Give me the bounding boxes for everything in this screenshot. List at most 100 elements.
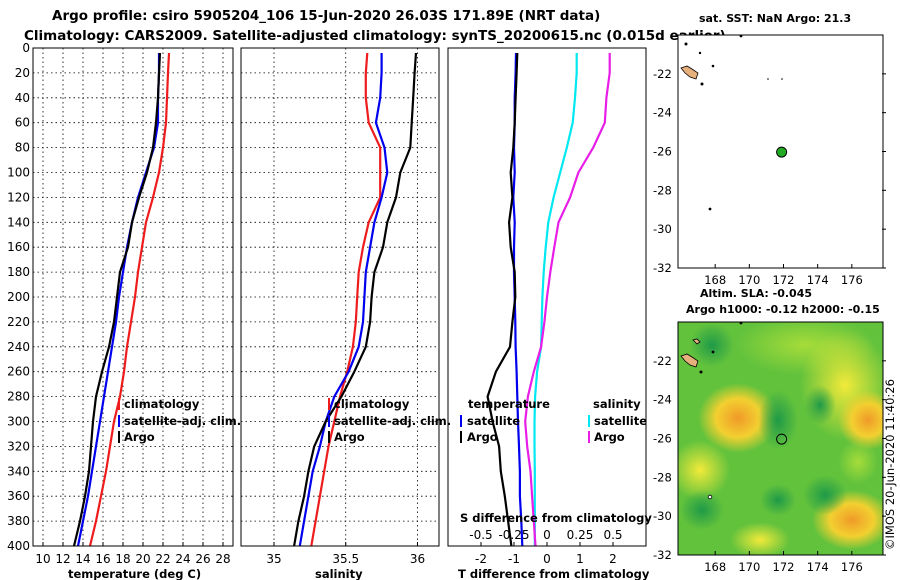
series-line-salinity-argo [524, 53, 611, 547]
longitude-tick-label: 168 [704, 560, 726, 574]
latitude-tick-label: -30 [653, 509, 672, 523]
salinity-grid [241, 47, 439, 547]
temperature-plot-frame [32, 47, 234, 547]
imos-credit-timestamp: ©IMOS 20-Jun-2020 11:40:26 [883, 379, 897, 550]
longitude-tick-label: 168 [704, 273, 726, 287]
legend-label-argo: Argo [334, 430, 365, 444]
s-difference-axis-ticks: -0.5 -0.25 0 0.25 0.5 [469, 528, 622, 542]
legend-heading-salinity: salinity [593, 397, 641, 411]
x-tick-label: 0 [543, 552, 551, 566]
x-tick-label: -1 [508, 552, 520, 566]
longitude-tick-label: 176 [841, 560, 863, 574]
legend-label-satellite: satellite-adj. clim. [334, 414, 451, 428]
sla-field [678, 322, 883, 555]
s-diff-tick-label: -0.5 [469, 528, 492, 542]
depth-tick-label: 180 [7, 265, 30, 279]
sla-map: Altim. SLA: -0.045 Argo h1000: -0.12 h20… [653, 287, 886, 574]
sla-patch [760, 484, 796, 516]
latitude-tick-label: -24 [653, 393, 672, 407]
x-tick-label: 2 [609, 552, 617, 566]
series-line-climatology [88, 52, 171, 547]
series-line-climatology [310, 52, 382, 547]
salinity-plot-frame [240, 47, 440, 547]
latitude-tick-label: -26 [653, 432, 672, 446]
island-dot [739, 34, 743, 38]
x-tick-label: 10 [35, 552, 50, 566]
x-tick-label: 36 [410, 552, 425, 566]
depth-tick-label: 260 [7, 365, 30, 379]
island-dot [699, 370, 703, 374]
longitude-tick-label: 174 [807, 560, 829, 574]
depth-tick-label: 220 [7, 315, 30, 329]
longitude-tick-label: 170 [738, 560, 760, 574]
sla-map-axis-ticks: 168 170 172 174 176 -22 -24 -26 -28 -30 -32 [653, 354, 886, 574]
depth-tick-label: 200 [7, 290, 30, 304]
depth-tick-label: 240 [7, 340, 30, 354]
depth-tick-label: 0 [22, 41, 30, 55]
depth-tick-label: 60 [15, 116, 30, 130]
x-tick-label: 20 [135, 552, 150, 566]
sst-location-map: sat. SST: NaN Argo: 21.3 168 170 172 174 176… [653, 12, 886, 287]
difference-series [486, 52, 611, 547]
legend-label-t-argo: Argo [467, 430, 498, 444]
series-line-satellite-adj-clim- [298, 53, 389, 547]
difference-legend-temperature: temperature satellite Argo [460, 397, 550, 444]
salinity-profile-panel: 35 35.5 36 salinity climatology satellite-… [240, 47, 451, 580]
x-tick-label: -2 [475, 552, 487, 566]
sla-patch [758, 390, 798, 450]
island-dot [684, 42, 688, 46]
legend-label-t-satellite: satellite [467, 414, 520, 428]
series-line-temperature-argo [486, 52, 519, 547]
latitude-tick-label: -22 [653, 67, 672, 81]
legend-label-s-satellite: satellite [594, 414, 647, 428]
island-dot [781, 78, 783, 80]
depth-tick-label: 400 [7, 539, 30, 553]
longitude-tick-label: 170 [738, 273, 760, 287]
latitude-tick-label: -26 [653, 145, 672, 159]
x-tick-label: 12 [55, 552, 70, 566]
depth-tick-label: 120 [7, 190, 30, 204]
island-dot [739, 321, 743, 325]
x-tick-label: 24 [175, 552, 190, 566]
latitude-tick-label: -28 [653, 183, 672, 197]
depth-tick-label: 140 [7, 215, 30, 229]
figure-title-line1: Argo profile: csiro 5905204_106 15-Jun-2… [52, 8, 600, 24]
legend-label-climatology: climatology [334, 397, 410, 411]
longitude-tick-label: 176 [841, 273, 863, 287]
temperature-grid [33, 47, 233, 547]
depth-tick-label: 40 [15, 91, 30, 105]
x-tick-label: 18 [115, 552, 130, 566]
longitude-tick-label: 172 [773, 560, 795, 574]
latitude-tick-label: -32 [653, 261, 672, 275]
temperature-axis-ticks: 10 12 14 16 18 20 22 24 26 28 [35, 542, 231, 566]
salinity-legend: climatology satellite-adj. clim. Argo [328, 397, 451, 444]
longitude-tick-label: 174 [807, 273, 829, 287]
latitude-tick-label: -30 [653, 222, 672, 236]
latitude-tick-label: -24 [653, 106, 672, 120]
island-dot [711, 64, 715, 68]
x-tick-label: 26 [195, 552, 210, 566]
temperature-legend: climatology satellite-adj. clim. Argo [118, 397, 241, 444]
series-line-satellite-adj-clim- [76, 53, 161, 547]
x-tick-label: 35.5 [332, 552, 359, 566]
depth-tick-label: 360 [7, 489, 30, 503]
latitude-tick-label: -28 [653, 470, 672, 484]
sla-patch [698, 383, 778, 453]
sla-patch [838, 440, 878, 484]
x-tick-label: 16 [95, 552, 110, 566]
temperature-axis-label: temperature (deg C) [68, 567, 201, 580]
t-difference-axis-label: T difference from climatology [458, 567, 650, 580]
s-diff-tick-label: 0.25 [567, 528, 594, 542]
island-dot [698, 51, 702, 55]
sst-map-title: sat. SST: NaN Argo: 21.3 [699, 12, 851, 25]
salinity-axis-ticks: 35 35.5 36 [266, 542, 425, 566]
depth-tick-label: 100 [7, 166, 30, 180]
sla-map-title-line2: Argo h1000: -0.12 h2000: -0.15 [686, 303, 880, 316]
difference-legend-salinity: salinity satellite Argo [588, 397, 647, 444]
sla-patch [690, 323, 734, 367]
sla-patch [804, 385, 836, 425]
island-shape [692, 338, 701, 345]
island-shape [680, 353, 699, 368]
temperature-series [72, 52, 171, 547]
